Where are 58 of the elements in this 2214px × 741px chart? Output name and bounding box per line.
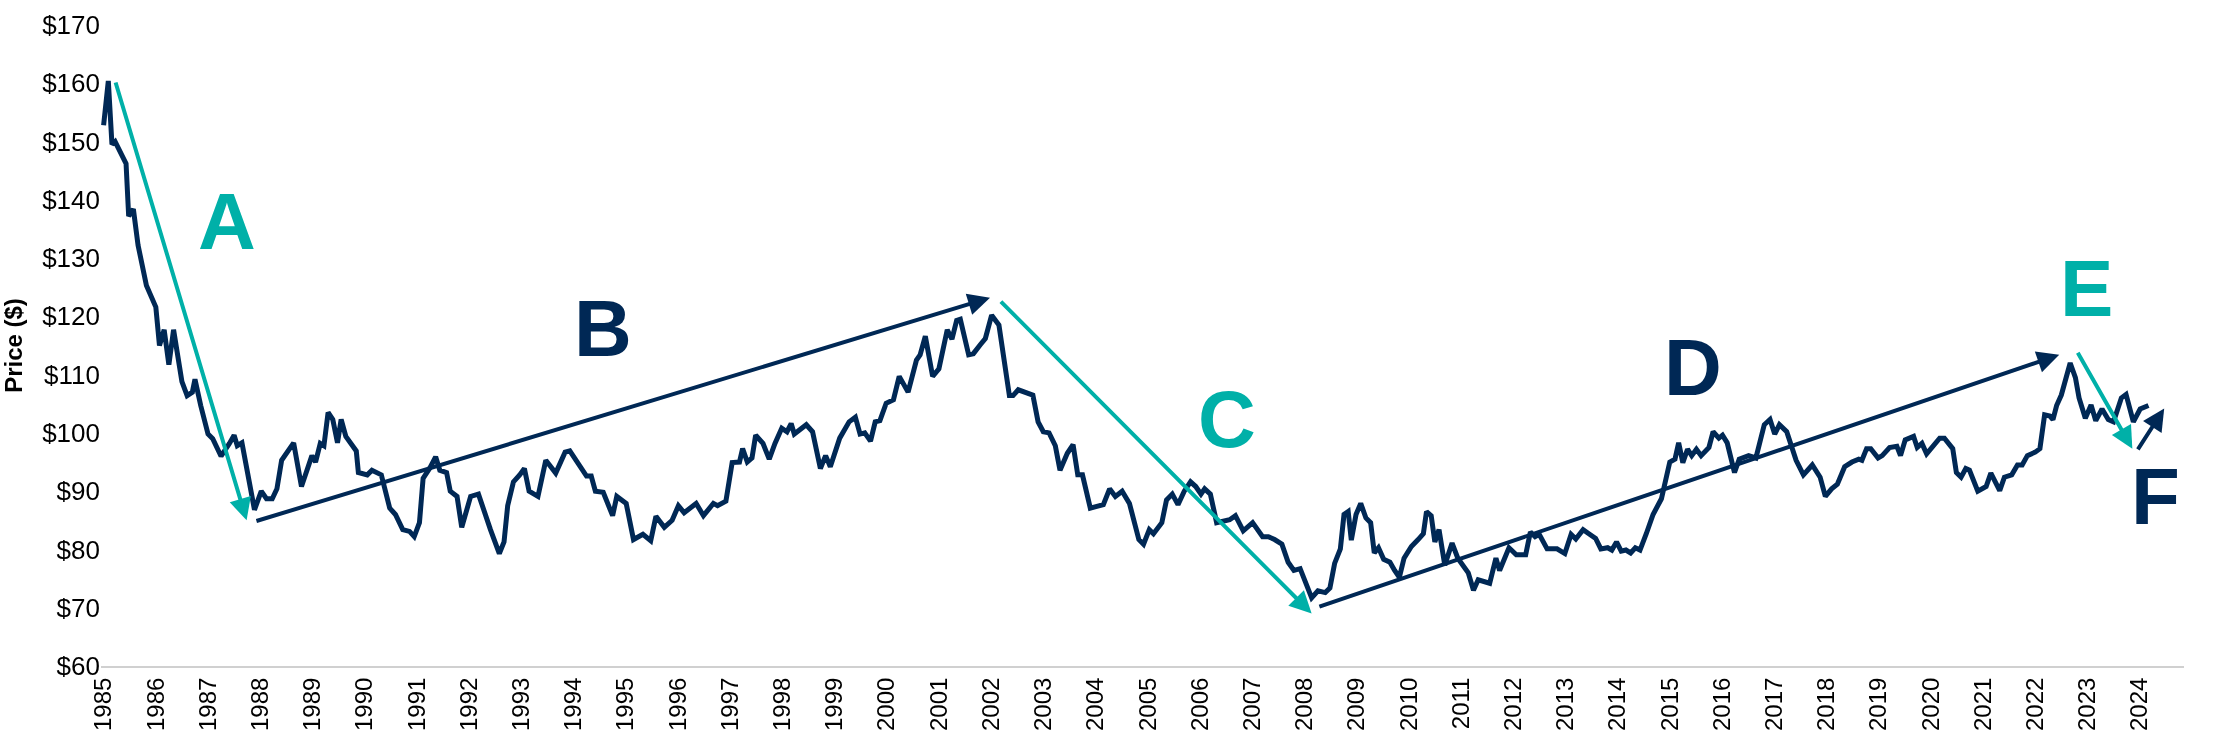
x-tick-label: 1995 [611,677,639,731]
y-tick-label: $80 [56,534,100,565]
x-tick-label: 2021 [1968,677,1996,731]
x-tick-label: 1994 [559,677,587,731]
x-tick-label: 2011 [1446,677,1474,730]
y-tick-label: $90 [56,476,100,507]
y-tick-label: $130 [42,243,100,274]
y-tick-label: $100 [42,418,100,449]
y-tick-label: $150 [42,126,100,157]
x-tick-label: 2022 [2021,677,2049,731]
x-tick-label: 1996 [663,677,691,731]
y-axis-title: Price ($) [0,298,27,393]
annotation: E [2060,244,2114,333]
x-tick-label: 2003 [1029,677,1057,731]
x-tick-label: 1991 [402,677,430,731]
y-tick-label: $110 [44,359,100,390]
x-tick-label: 1992 [454,677,482,731]
x-tick-label: 1988 [246,677,274,731]
annotation: C [1198,375,1256,464]
x-tick-label: 1985 [89,677,117,731]
x-tick-label: 1993 [507,677,535,731]
x-tick-label: 2008 [1290,677,1318,731]
x-tick-label: 2015 [1655,677,1683,731]
annotation: B [574,284,632,373]
x-tick-label: 2020 [1916,677,1944,731]
x-tick-label: 2001 [924,677,952,731]
y-tick-label: $140 [42,184,100,215]
x-tick-label: 2016 [1707,677,1735,731]
x-tick-label: 2000 [872,677,900,731]
x-tick-label: 2023 [2073,677,2101,731]
x-tick-label: 1999 [820,677,848,731]
x-tick-label: 2017 [1759,677,1787,731]
annotation: A [198,177,256,266]
x-tick-label: 2009 [1342,677,1370,731]
x-tick-label: 2005 [1133,677,1161,731]
x-tick-label: 2013 [1551,677,1579,731]
x-tick-label: 2018 [1812,677,1840,731]
x-tick-label: 2024 [2125,677,2153,731]
y-tick-label: $160 [42,68,100,99]
x-tick-label: 2010 [1394,677,1422,731]
x-tick-label: 2014 [1603,677,1631,731]
y-tick-label: $120 [42,301,100,332]
x-tick-label: 1986 [141,677,169,731]
x-tick-label: 1998 [768,677,796,731]
y-tick-label: $70 [56,592,100,623]
x-tick-label: 2012 [1498,677,1526,731]
x-tick-label: 2004 [1081,677,1109,731]
x-tick-label: 1989 [298,677,326,731]
annotation: D [1664,323,1722,412]
x-tick-label: 2019 [1864,677,1892,731]
x-tick-label: 1997 [715,677,743,731]
x-tick-label: 2007 [1237,677,1265,731]
annotation: F [2131,452,2180,541]
x-tick-label: 2006 [1185,677,1213,731]
y-tick-label: $170 [42,10,100,41]
x-tick-label: 2002 [976,677,1004,731]
x-tick-label: 1990 [350,677,378,731]
x-tick-label: 1987 [193,677,221,731]
